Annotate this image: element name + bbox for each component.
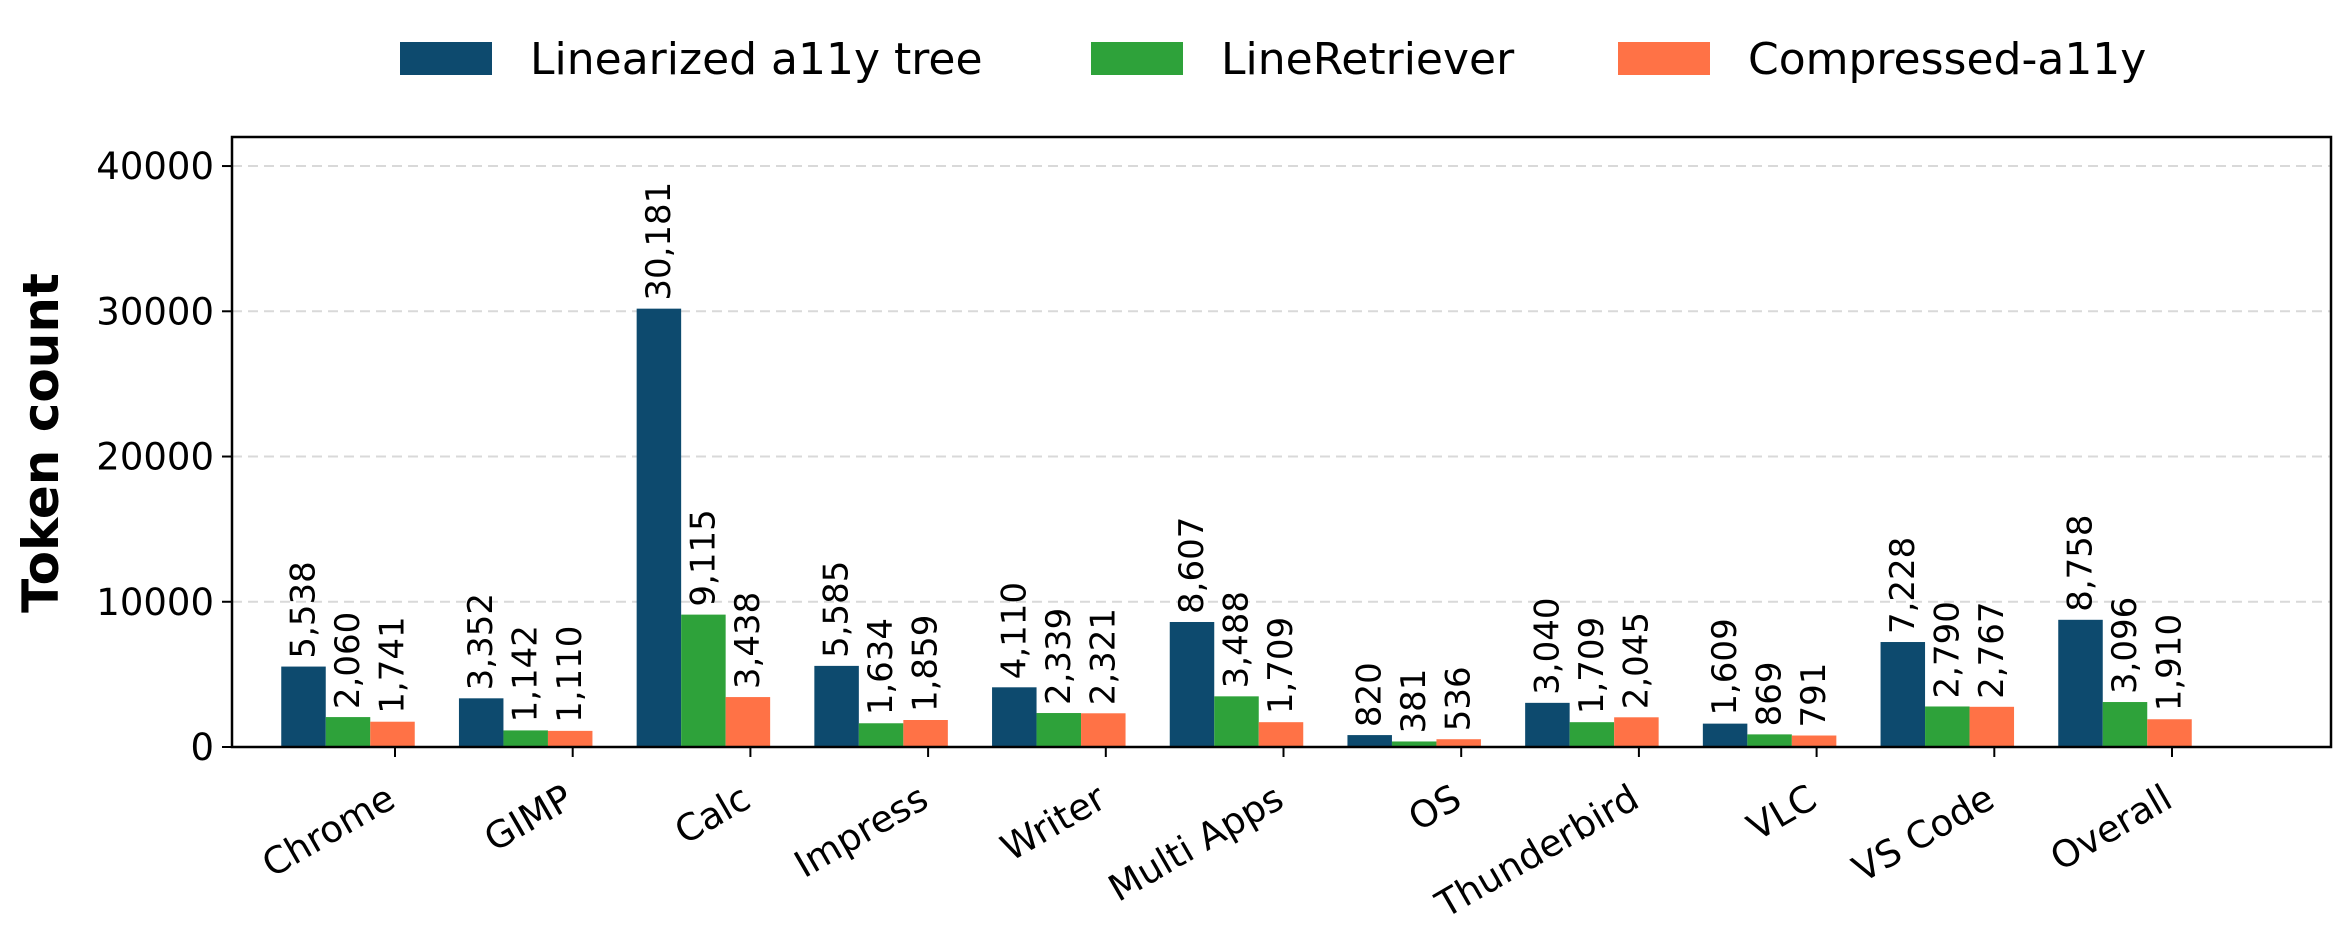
y-axis-title: Token count [12, 273, 70, 613]
value-label-compressed-a11y-vs-code: 2,767 [1972, 601, 2012, 698]
bar-lineretriever-multi-apps [1214, 696, 1259, 747]
x-tick-label-os: OS [1401, 776, 1468, 840]
value-label-lineretriever-overall: 3,096 [2105, 597, 2145, 694]
value-label-compressed-a11y-gimp: 1,110 [550, 626, 590, 723]
bar-linearized-a11y-tree-vlc [1702, 723, 1748, 747]
y-tick-label-30000: 30000 [96, 290, 214, 333]
bars [281, 308, 2192, 747]
bar-linearized-a11y-tree-calc [636, 308, 682, 747]
bar-linearized-a11y-tree-multi-apps [1169, 621, 1215, 747]
plot-frame [230, 135, 2333, 749]
bar-lineretriever-overall [2102, 702, 2148, 747]
bar-lineretriever-writer [1036, 713, 1082, 747]
x-tick-label-calc: Calc [667, 776, 757, 853]
bar-compressed-a11y-impress [903, 720, 948, 747]
bar-compressed-a11y-calc [725, 697, 771, 747]
legend-label-compressed-a11y: Compressed-a11y [1748, 34, 2146, 85]
bar-lineretriever-impress [858, 723, 904, 747]
bar-linearized-a11y-tree-thunderbird [1525, 702, 1570, 747]
x-tick-label-impress: Impress [787, 776, 935, 886]
value-label-compressed-a11y-os: 536 [1439, 666, 1479, 731]
value-label-linearized-a11y-tree-thunderbird: 3,040 [1527, 598, 1567, 695]
bar-compressed-a11y-multi-apps [1258, 722, 1304, 747]
bar-lineretriever-os [1391, 741, 1437, 747]
bar-compressed-a11y-chrome [370, 721, 415, 747]
x-tick-label-vlc: VLC [1740, 776, 1824, 849]
bar-linearized-a11y-tree-overall [2058, 619, 2103, 747]
value-label-compressed-a11y-vlc: 791 [1794, 663, 1834, 728]
x-tick-label-writer: Writer [994, 776, 1114, 870]
bar-linearized-a11y-tree-impress [814, 665, 859, 747]
value-label-lineretriever-gimp: 1,142 [506, 625, 546, 722]
x-tick-label-thunderbird: Thunderbird [1428, 776, 1646, 927]
value-label-linearized-a11y-tree-gimp: 3,352 [461, 593, 501, 690]
legend-swatch-lineretriever [1091, 42, 1183, 75]
value-label-compressed-a11y-overall: 1,910 [2150, 614, 2190, 711]
value-label-linearized-a11y-tree-impress: 5,585 [817, 561, 857, 658]
value-label-linearized-a11y-tree-vlc: 1,609 [1705, 618, 1745, 715]
value-label-lineretriever-chrome: 2,060 [328, 612, 368, 709]
bar-lineretriever-chrome [325, 717, 371, 747]
legend-label-lineretriever: LineRetriever [1221, 34, 1515, 85]
legend-swatch-compressed-a11y [1618, 42, 1710, 75]
bar-compressed-a11y-gimp [547, 730, 593, 747]
bar-lineretriever-calc [681, 614, 726, 747]
bar-lineretriever-thunderbird [1569, 722, 1615, 747]
value-label-linearized-a11y-tree-multi-apps: 8,607 [1172, 517, 1212, 614]
bar-lineretriever-vlc [1747, 734, 1792, 747]
bar-lineretriever-gimp [503, 730, 548, 747]
value-label-compressed-a11y-thunderbird: 2,045 [1616, 612, 1656, 709]
legend-swatch-linearized-a11y-tree [400, 42, 492, 75]
bar-compressed-a11y-os [1436, 739, 1481, 747]
value-label-lineretriever-vlc: 869 [1750, 661, 1790, 726]
value-label-lineretriever-multi-apps: 3,488 [1217, 591, 1257, 688]
value-label-lineretriever-thunderbird: 1,709 [1572, 617, 1612, 714]
value-label-linearized-a11y-tree-os: 820 [1350, 662, 1390, 727]
y-tick-label-0: 0 [190, 726, 214, 769]
value-label-linearized-a11y-tree-chrome: 5,538 [284, 561, 324, 658]
gridlines [232, 165, 2331, 603]
x-tick-label-multi-apps: Multi Apps [1101, 776, 1290, 910]
bar-compressed-a11y-vlc [1791, 735, 1837, 747]
value-label-lineretriever-impress: 1,634 [861, 618, 901, 715]
value-label-lineretriever-calc: 9,115 [683, 509, 723, 606]
x-tick-label-gimp: GIMP [477, 776, 580, 860]
value-label-lineretriever-os: 381 [1394, 669, 1434, 734]
bar-compressed-a11y-vs-code [1969, 706, 2015, 747]
bar-linearized-a11y-tree-chrome [281, 666, 326, 747]
value-label-compressed-a11y-chrome: 1,741 [373, 616, 413, 713]
bar-linearized-a11y-tree-os [1347, 735, 1392, 747]
value-label-compressed-a11y-multi-apps: 1,709 [1261, 617, 1301, 714]
y-tick-label-20000: 20000 [96, 436, 214, 479]
value-label-compressed-a11y-impress: 1,859 [906, 615, 946, 712]
bar-compressed-a11y-writer [1081, 713, 1126, 747]
bar-compressed-a11y-overall [2147, 719, 2192, 747]
bar-linearized-a11y-tree-vs-code [1880, 642, 1926, 747]
bar-linearized-a11y-tree-gimp [458, 698, 504, 747]
bar-lineretriever-vs-code [1925, 706, 1970, 747]
value-label-linearized-a11y-tree-vs-code: 7,228 [1883, 537, 1923, 634]
y-axis: 0 10000 20000 30000 40000 [96, 145, 232, 769]
value-label-linearized-a11y-tree-calc: 30,181 [639, 182, 679, 301]
y-tick-label-40000: 40000 [96, 145, 214, 188]
legend-label-linearized-a11y-tree: Linearized a11y tree [530, 34, 983, 85]
value-label-compressed-a11y-writer: 2,321 [1083, 608, 1123, 705]
bar-compressed-a11y-thunderbird [1614, 717, 1659, 747]
x-tick-label-chrome: Chrome [255, 776, 402, 886]
value-label-compressed-a11y-calc: 3,438 [728, 592, 768, 689]
value-label-linearized-a11y-tree-writer: 4,110 [994, 582, 1034, 679]
bar-linearized-a11y-tree-writer [992, 687, 1037, 747]
x-tick-label-vs-code: VS Code [1845, 776, 2001, 891]
y-tick-label-10000: 10000 [96, 581, 214, 624]
value-label-lineretriever-writer: 2,339 [1039, 608, 1079, 705]
x-tick-label-overall: Overall [2043, 776, 2179, 879]
legend: Linearized a11y tree LineRetriever Compres… [400, 34, 2146, 85]
value-label-lineretriever-vs-code: 2,790 [1927, 601, 1967, 698]
value-label-linearized-a11y-tree-overall: 8,758 [2061, 514, 2101, 611]
